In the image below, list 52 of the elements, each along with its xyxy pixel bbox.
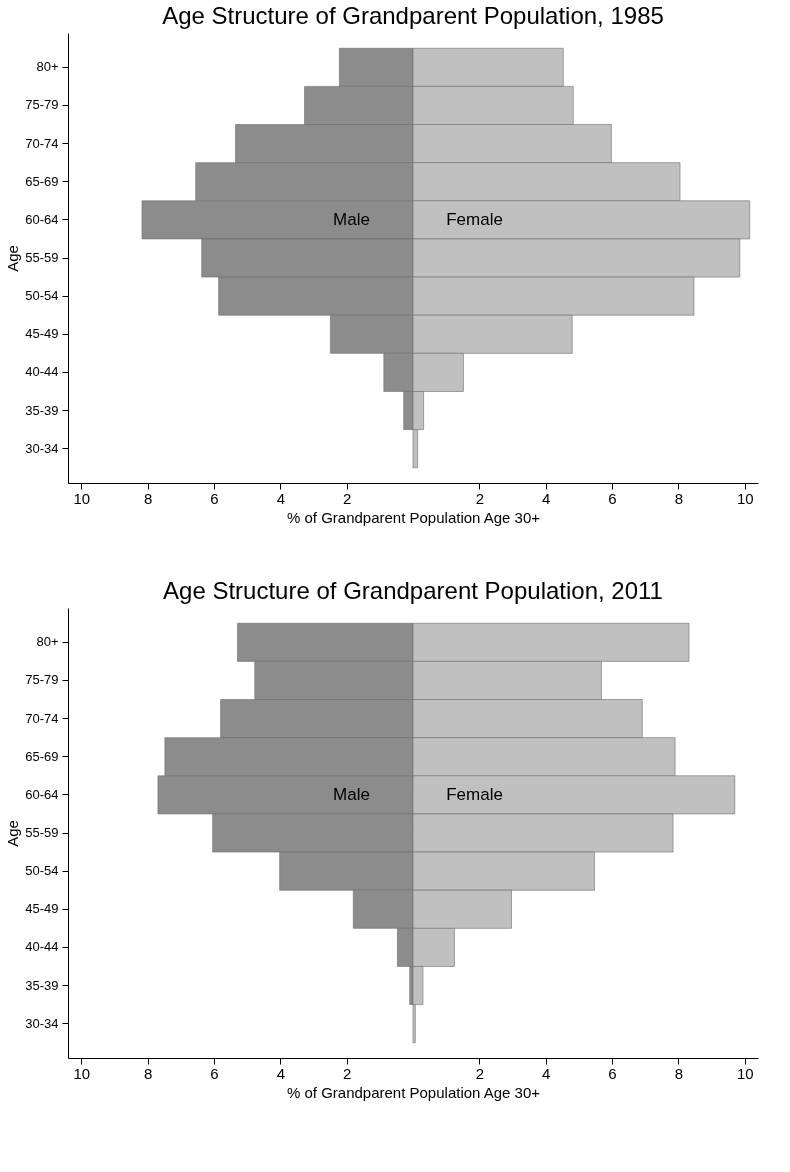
- x-axis-title: % of Grandparent Population Age 30+: [286, 1083, 541, 1101]
- x-tick-label: 2: [475, 489, 485, 507]
- x-tick-label: 4: [276, 1064, 285, 1082]
- series-label: Female: [446, 784, 503, 804]
- y-tick-label: 60-64: [25, 786, 59, 802]
- y-tick-label: 70-74: [25, 135, 59, 151]
- y-tick-label: 40-44: [25, 364, 59, 380]
- y-tick-label: 60-64: [25, 211, 59, 227]
- x-tick-label: 8: [143, 1064, 153, 1082]
- y-axis-title: Age: [4, 245, 22, 272]
- y-tick-label: 65-69: [25, 173, 59, 189]
- x-tick-label: 2: [475, 1064, 485, 1082]
- x-tick-label: 2: [342, 489, 352, 507]
- chart-title: Age Structure of Grandparent Population, 2011: [163, 577, 663, 604]
- x-tick-label: 6: [608, 489, 617, 507]
- x-tick-label: 4: [542, 1064, 551, 1082]
- y-tick-label: 30-34: [25, 1015, 59, 1031]
- x-tick-label: 4: [276, 489, 285, 507]
- y-tick-label: 70-74: [25, 710, 59, 726]
- y-tick-label: 35-39: [25, 977, 59, 993]
- x-tick-label: 6: [608, 1064, 617, 1082]
- y-axis-title: Age: [4, 820, 22, 847]
- x-tick-label: 10: [736, 1064, 754, 1082]
- y-tick-label: 50-54: [25, 863, 59, 879]
- x-tick-label: 6: [210, 489, 219, 507]
- y-tick-label: 80+: [36, 634, 59, 650]
- x-tick-label: 10: [73, 1064, 91, 1082]
- y-tick-label: 75-79: [25, 672, 59, 688]
- y-tick-label: 55-59: [25, 250, 59, 265]
- chart-title: Age Structure of Grandparent Population, 1985: [162, 2, 664, 29]
- y-tick-label: 35-39: [25, 402, 59, 418]
- y-tick-label: 45-49: [25, 901, 59, 917]
- x-tick-label: 4: [542, 489, 551, 507]
- y-tick-label: 80+: [36, 59, 59, 75]
- x-tick-label: 10: [73, 489, 91, 507]
- x-tick-label: 6: [210, 1064, 219, 1082]
- x-tick-label: 2: [342, 1064, 352, 1082]
- y-tick-label: 45-49: [25, 326, 59, 342]
- series-label: Male: [333, 209, 370, 229]
- x-tick-label: 8: [674, 1064, 684, 1082]
- series-label: Male: [333, 784, 370, 804]
- y-tick-label: 65-69: [25, 748, 59, 764]
- y-tick-label: 50-54: [25, 288, 59, 304]
- y-tick-label: 30-34: [25, 440, 59, 456]
- x-axis-title: % of Grandparent Population Age 30+: [286, 508, 541, 526]
- y-tick-label: 55-59: [25, 825, 59, 840]
- y-tick-label: 40-44: [25, 939, 59, 955]
- x-tick-label: 10: [736, 489, 754, 507]
- x-tick-label: 8: [143, 489, 153, 507]
- x-tick-label: 8: [674, 489, 684, 507]
- series-label: Female: [446, 209, 503, 229]
- y-tick-label: 75-79: [25, 97, 59, 113]
